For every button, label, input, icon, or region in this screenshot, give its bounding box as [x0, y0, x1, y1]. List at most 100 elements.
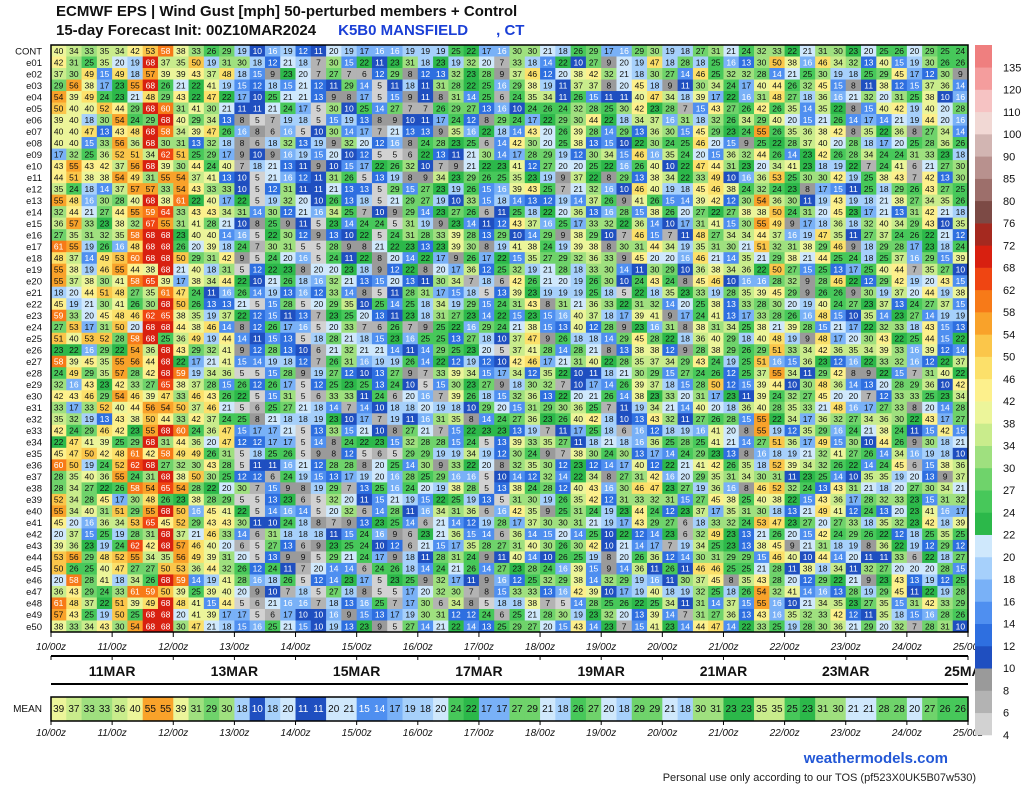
cell-value-label: 12 [482, 357, 492, 367]
heatmap-cell [815, 125, 831, 138]
heatmap-cell [448, 171, 465, 184]
heatmap-cell [402, 229, 419, 242]
cell-value-label: 47 [207, 92, 217, 102]
heatmap-cell [188, 378, 205, 391]
heatmap-cell [356, 263, 373, 276]
cell-value-label: 31 [405, 218, 415, 228]
heatmap-cell [861, 413, 877, 426]
cell-value-label: 16 [635, 437, 645, 447]
heatmap-cell [769, 309, 785, 322]
heatmap-cell [677, 148, 694, 161]
heatmap-cell [127, 45, 144, 57]
cell-value-label: 43 [84, 380, 94, 390]
cell-value-label: 14 [512, 195, 522, 205]
cell-value-label: 38 [879, 80, 889, 90]
heatmap-cell [112, 252, 128, 265]
heatmap-cell [387, 321, 403, 334]
cell-value-label: 36 [191, 437, 201, 447]
heatmap-cell [219, 183, 235, 196]
cell-value-label: 46 [635, 483, 645, 493]
cell-value-label: 47 [650, 483, 660, 493]
heatmap-cell [937, 79, 954, 92]
heatmap-cell [96, 321, 113, 334]
cell-value-label: 41 [833, 449, 843, 459]
heatmap-cell [188, 309, 205, 322]
heatmap-cell [662, 298, 679, 311]
heatmap-cell [127, 424, 144, 437]
cell-value-label: 30 [925, 57, 935, 67]
heatmap-cell [876, 275, 892, 288]
cell-value-label: 25 [161, 334, 171, 344]
cell-value-label: 44 [222, 276, 232, 286]
heatmap-cell [326, 79, 342, 92]
cell-value-label: 25 [696, 437, 706, 447]
cell-value-label: 19 [405, 46, 415, 56]
heatmap-cell [356, 309, 373, 322]
cell-value-label: 8 [331, 437, 336, 447]
cell-value-label: 22 [711, 207, 721, 217]
heatmap-cell [692, 206, 709, 219]
heatmap-cell [830, 367, 847, 380]
cell-value-label: 34 [436, 299, 446, 309]
heatmap-cell [738, 183, 755, 196]
cell-value-label: 23 [803, 149, 813, 159]
cell-value-label: 18 [940, 241, 950, 251]
heatmap-cell [891, 275, 908, 288]
cell-value-label: 16 [451, 472, 461, 482]
heatmap-cell [203, 79, 220, 92]
cell-value-label: 33 [757, 310, 767, 320]
cell-value-label: 10 [253, 149, 263, 159]
cell-value-label: 20 [329, 264, 339, 274]
cell-value-label: 33 [84, 403, 94, 413]
cell-value-label: 24 [390, 380, 400, 390]
cell-value-label: 29 [222, 46, 232, 56]
heatmap-cell [524, 114, 541, 126]
cell-value-label: 23 [910, 506, 920, 516]
cell-value-label: 17 [940, 414, 950, 424]
heatmap-cell [509, 102, 526, 115]
heatmap-cell [647, 332, 663, 345]
heatmap-cell [723, 252, 740, 265]
heatmap-cell [861, 102, 877, 115]
cell-value-label: 12 [956, 230, 966, 240]
cell-value-label: 24 [528, 103, 538, 113]
heatmap-cell [524, 344, 541, 357]
cell-value-label: 36 [742, 403, 752, 413]
cell-value-label: 26 [191, 299, 201, 309]
heatmap-cell [585, 298, 602, 311]
heatmap-cell [433, 229, 449, 242]
cell-value-label: 18 [665, 426, 675, 436]
cell-value-label: 48 [54, 253, 64, 263]
cell-value-label: 35 [100, 357, 110, 367]
heatmap-cell [371, 56, 388, 69]
cell-value-label: 38 [176, 472, 186, 482]
cell-value-label: 62 [161, 149, 171, 159]
heatmap-cell [952, 275, 969, 288]
heatmap-cell [524, 206, 541, 219]
cell-value-label: 20 [482, 345, 492, 355]
heatmap-cell [937, 148, 954, 161]
heatmap-cell [952, 125, 969, 138]
cell-value-label: 22 [543, 207, 553, 217]
cell-value-label: 19 [528, 426, 538, 436]
cell-value-label: 18 [268, 138, 278, 148]
cell-value-label: 19 [421, 46, 431, 56]
cell-value-label: 44 [925, 334, 935, 344]
cell-value-label: 16 [849, 403, 859, 413]
heatmap-cell [173, 298, 189, 311]
cell-value-label: 27 [681, 368, 691, 378]
cell-value-label: 14 [329, 403, 339, 413]
cell-value-label: 31 [100, 322, 110, 332]
heatmap-cell [509, 252, 526, 265]
cell-value-label: 34 [436, 172, 446, 182]
heatmap-cell [51, 114, 67, 126]
heatmap-cell [601, 114, 617, 126]
cell-value-label: 24 [742, 126, 752, 136]
heatmap-cell [616, 183, 633, 196]
heatmap-cell [219, 390, 235, 403]
heatmap-cell [692, 390, 709, 403]
heatmap-cell [402, 413, 419, 426]
heatmap-cell [738, 355, 755, 368]
heatmap-cell [952, 102, 969, 115]
cell-value-label: 48 [696, 230, 706, 240]
